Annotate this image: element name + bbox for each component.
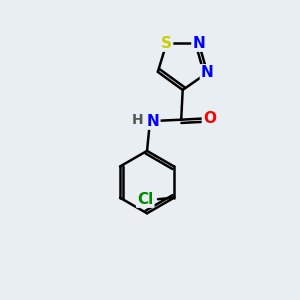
Text: Cl: Cl	[137, 192, 153, 207]
Text: O: O	[203, 111, 216, 126]
Text: H: H	[132, 113, 143, 127]
Text: N: N	[147, 114, 159, 129]
Text: N: N	[192, 36, 205, 51]
Text: N: N	[201, 65, 214, 80]
Text: S: S	[161, 36, 172, 51]
